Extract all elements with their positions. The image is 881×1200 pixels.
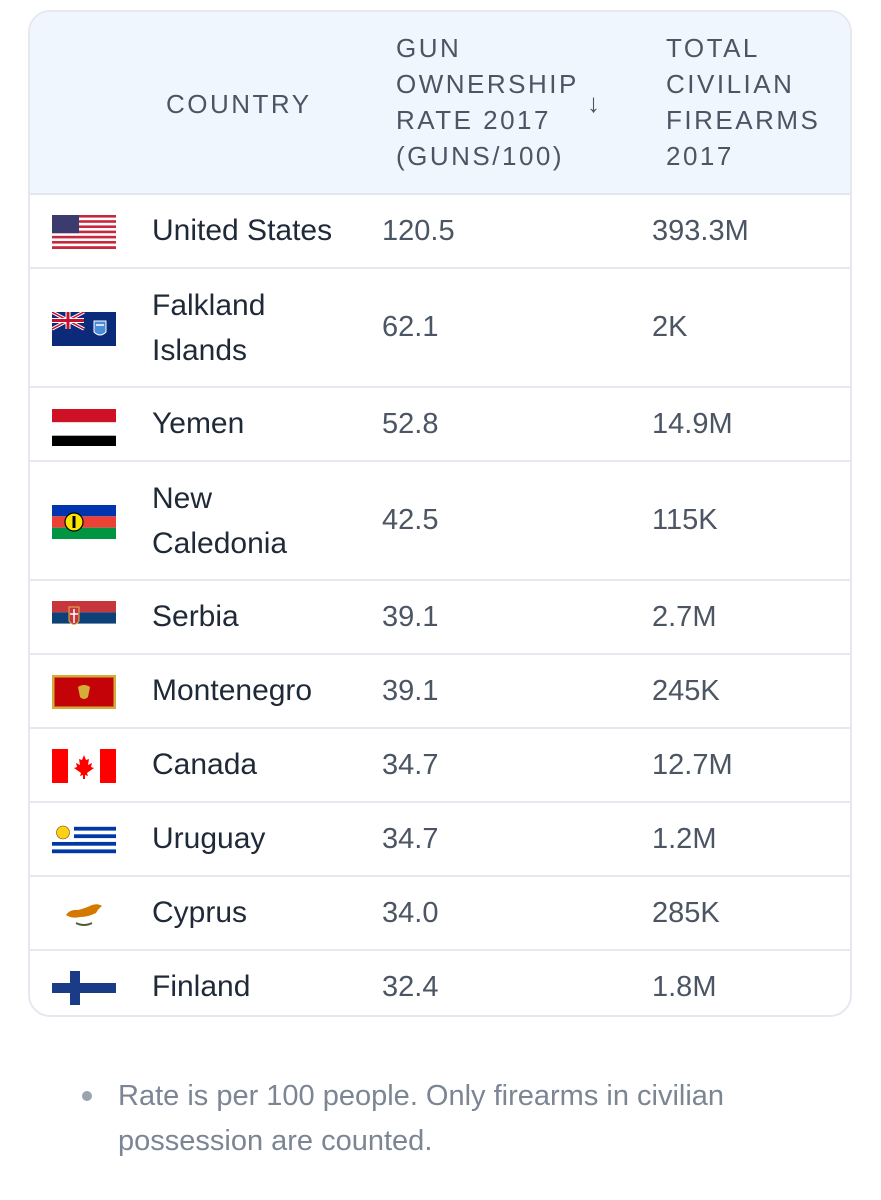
column-header-country[interactable]: COUNTRY <box>166 89 312 119</box>
country-name: United States <box>152 214 333 247</box>
table-row: Yemen 52.8 14.9M <box>30 388 850 462</box>
bullet-icon <box>82 1091 92 1101</box>
total-value: 1.8M <box>652 971 717 1003</box>
uruguay-flag-icon <box>52 823 116 857</box>
rate-value: 42.5 <box>382 504 439 536</box>
total-value: 12.7M <box>652 749 733 781</box>
country-name: Uruguay <box>152 822 266 855</box>
rate-value: 32.4 <box>382 971 439 1003</box>
table-header: COUNTRY GUN OWNERSHIP RATE 2017 (GUNS/10… <box>30 12 850 195</box>
column-header-total[interactable]: TOTAL CIVILIAN FIREARMS 2017 <box>666 33 821 171</box>
rate-value: 62.1 <box>382 311 439 343</box>
country-name: New Caledonia <box>152 482 288 560</box>
new-caledonia-flag-icon <box>52 505 116 539</box>
rate-value: 34.7 <box>382 749 439 781</box>
yemen-flag-icon <box>52 409 116 446</box>
total-value: 14.9M <box>652 408 733 440</box>
arrow-down-icon[interactable]: ↓ <box>587 88 600 118</box>
table-row: Uruguay 34.7 1.2M <box>30 803 850 877</box>
total-value: 2K <box>652 311 688 343</box>
canada-flag-icon <box>52 749 116 783</box>
rate-value: 34.0 <box>382 897 439 929</box>
country-name: Canada <box>152 748 258 781</box>
us-flag-icon <box>52 215 116 249</box>
montenegro-flag-icon <box>52 675 116 709</box>
total-value: 285K <box>652 897 720 929</box>
table-row: Montenegro 39.1 245K <box>30 655 850 729</box>
rate-value: 52.8 <box>382 408 439 440</box>
total-value: 393.3M <box>652 215 749 247</box>
rate-value: 34.7 <box>382 823 439 855</box>
rate-value: 39.1 <box>382 601 439 633</box>
cyprus-flag-icon <box>52 897 116 931</box>
country-name: Montenegro <box>152 674 313 707</box>
total-value: 1.2M <box>652 823 717 855</box>
table-row: New Caledonia 42.5 115K <box>30 462 850 581</box>
firearms-table: COUNTRY GUN OWNERSHIP RATE 2017 (GUNS/10… <box>28 10 852 1017</box>
country-name: Finland <box>152 970 251 1003</box>
table-row: Serbia 39.1 2.7M <box>30 581 850 655</box>
table-row: Canada 34.7 12.7M <box>30 729 850 803</box>
table-row: Finland 32.4 1.8M <box>30 951 850 1015</box>
total-value: 2.7M <box>652 601 717 633</box>
table-row: Cyprus 34.0 285K <box>30 877 850 951</box>
country-name: Cyprus <box>152 896 248 929</box>
table-row: United States 120.5 393.3M <box>30 195 850 269</box>
table-row: Falkland Islands 62.1 2K <box>30 269 850 388</box>
total-value: 245K <box>652 675 720 707</box>
footnote: Rate is per 100 people. Only firearms in… <box>118 1080 725 1157</box>
finland-flag-icon <box>52 971 116 1005</box>
country-name: Serbia <box>152 600 239 633</box>
falkland-islands-flag-icon <box>52 312 116 346</box>
country-name: Falkland Islands <box>152 289 266 367</box>
country-name: Yemen <box>152 407 245 440</box>
rate-value: 39.1 <box>382 675 439 707</box>
serbia-flag-icon <box>52 601 116 635</box>
total-value: 115K <box>652 504 718 536</box>
rate-value: 120.5 <box>382 215 455 247</box>
column-header-rate[interactable]: GUN OWNERSHIP RATE 2017 (GUNS/100) <box>396 33 579 171</box>
